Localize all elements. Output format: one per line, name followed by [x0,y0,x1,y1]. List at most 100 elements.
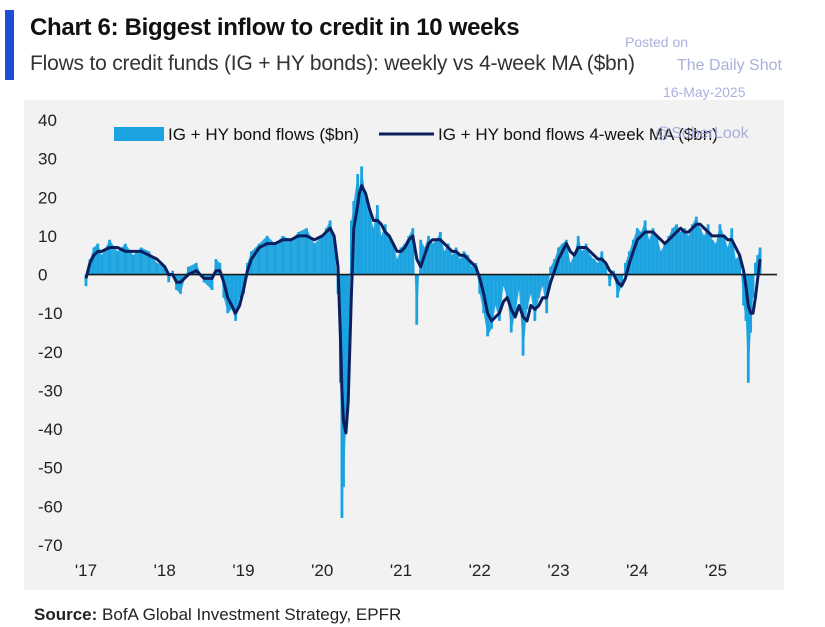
watermark-date: 16-May-2025 [663,84,746,100]
weekly-flow-bar [624,262,627,275]
weekly-flow-bar [320,235,324,275]
weekly-flow-bar [289,239,293,275]
weekly-flow-bar [349,220,353,275]
weekly-flow-bar [257,243,261,275]
x-tick-label: '24 [626,561,648,580]
weekly-flow-bar [328,220,332,275]
weekly-flow-bar [588,255,592,275]
weekly-flow-bar [470,266,474,275]
weekly-flow-bar [399,247,403,275]
weekly-flow-bar [580,251,584,275]
x-tick-label: '25 [705,561,727,580]
weekly-flow-bar [139,247,143,275]
weekly-flow-bar [131,255,135,275]
weekly-flow-bar [84,274,88,287]
watermark-daily-shot: The Daily Shot [677,57,782,74]
weekly-flow-bar [726,247,730,275]
title-accent-bar [5,10,14,80]
weekly-flow-bar [753,262,757,275]
weekly-flow-bar [738,255,742,275]
weekly-flow-bar [379,235,383,275]
flows-chart: 40 30 20 10 0 -10 -20 -30 -40 -50 -60 -70 '17 '18 '19 '… [38,111,777,580]
chart-subtitle: Flows to credit funds (IG + HY bonds): w… [30,52,635,75]
weekly-flow-bar [372,228,375,275]
weekly-flow-bar [391,243,395,275]
weekly-flow-bar [100,255,104,275]
weekly-flow-bar [604,266,608,275]
weekly-flow-bar [411,228,415,275]
weekly-flow-bar [96,243,100,275]
weekly-flow-bar [730,228,734,275]
weekly-flow-bar [635,228,639,275]
x-tick-label: '19 [232,561,254,580]
weekly-flow-bar [123,243,127,275]
weekly-flow-bar [186,266,190,275]
chart-title: Chart 6: Biggest inflow to credit in 10 … [30,14,520,41]
weekly-flow-bar [108,239,112,275]
weekly-flow-bar [342,274,345,488]
ma-line [84,184,762,435]
weekly-flow-bar [722,235,726,275]
weekly-flow-bar [458,259,462,275]
weekly-flow-bar [324,228,328,275]
weekly-flow-bar [529,274,533,294]
weekly-flow-bar [435,239,438,275]
weekly-flow-bar [631,239,635,275]
weekly-flow-bar [714,243,718,275]
weekly-flow-bar [734,259,738,275]
weekly-flow-bar [749,274,753,333]
weekly-flow-bar [194,262,198,275]
weekly-flow-bar [710,239,714,275]
weekly-flow-bar [525,274,529,310]
weekly-flow-bar [572,255,576,275]
weekly-flow-bar [549,266,553,275]
weekly-flow-bar [147,251,151,275]
weekly-flow-bar [346,274,350,391]
weekly-flow-bar [415,274,419,325]
weekly-flow-bar [344,274,348,430]
source-note: Source: BofA Global Investment Strategy,… [34,605,401,625]
weekly-flow-bar [639,232,643,275]
weekly-flow-bar [596,262,600,275]
weekly-flow-bar [513,274,517,314]
y-tick-label: 40 [38,111,57,130]
weekly-flow-bar [620,274,623,287]
weekly-flow-bar [659,251,663,275]
y-tick-label: 20 [38,188,57,207]
weekly-flow-bar [564,239,568,275]
weekly-flow-bar [297,232,301,275]
weekly-flow-bar [655,235,659,275]
weekly-flow-bar [694,216,698,275]
weekly-flow-bar [163,266,167,275]
weekly-flow-bar [387,239,391,275]
weekly-flow-bar [265,235,269,275]
weekly-flow-bar [155,262,159,275]
weekly-flow-bar [600,251,604,275]
weekly-flow-bar [517,274,521,290]
weekly-flow-bar [643,220,647,275]
weekly-flow-bar [423,247,427,275]
weekly-flow-bar [446,243,450,275]
weekly-flow-bar [698,228,702,275]
weekly-flow-bar [462,251,466,275]
weekly-flow-bar [218,262,222,275]
x-tick-label: '17 [75,561,97,580]
weekly-flow-bar [375,205,379,275]
y-tick-label: -60 [38,497,63,516]
weekly-flow-bar [584,243,588,275]
source-label: Source: [34,605,98,624]
weekly-flow-bar [368,212,371,275]
weekly-flow-bar [751,274,755,298]
weekly-flow-bar [238,274,241,298]
watermark-posted-on: Posted on [625,34,689,50]
weekly-flow-bar [608,274,612,287]
weekly-flow-bar [466,255,470,275]
weekly-flow-bar [576,235,580,275]
weekly-flow-bar [494,274,497,306]
weekly-flow-bar [742,274,745,306]
weekly-flow-bar [690,224,694,275]
weekly-flow-bar [671,228,675,275]
weekly-flow-bar [756,255,760,275]
weekly-flow-bar [746,274,750,383]
weekly-flow-bar [312,243,316,275]
